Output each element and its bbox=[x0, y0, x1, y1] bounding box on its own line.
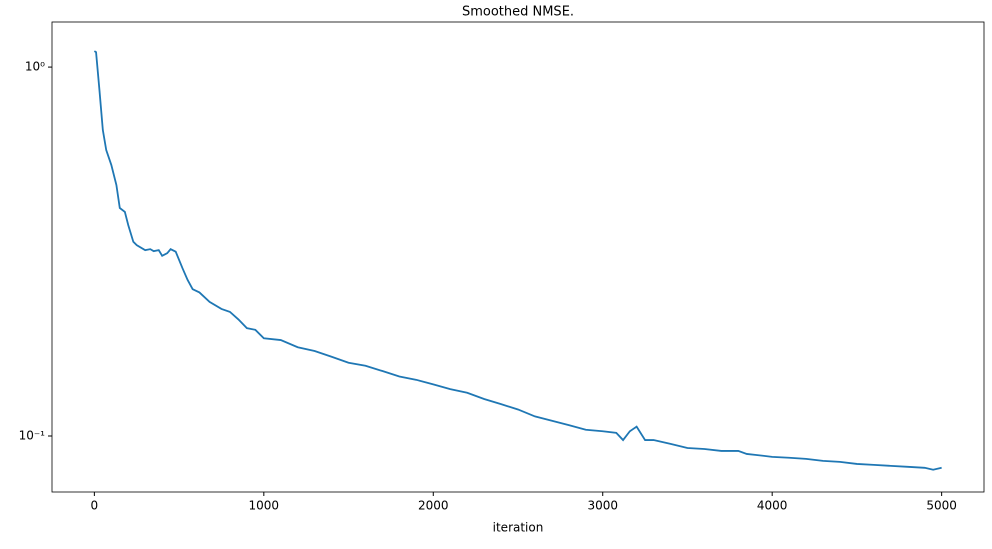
y-tick-label: 10⁰ bbox=[25, 60, 45, 74]
chart-title: Smoothed NMSE. bbox=[462, 5, 574, 20]
y-tick-label: 10⁻¹ bbox=[19, 428, 46, 442]
line-series bbox=[93, 50, 942, 471]
plot-frame bbox=[51, 21, 985, 493]
x-tick-label: 0 bbox=[91, 499, 99, 513]
x-tick-label: 4000 bbox=[757, 499, 788, 513]
x-axis-label: iteration bbox=[493, 521, 544, 535]
x-tick-label: 3000 bbox=[587, 499, 618, 513]
x-tick-label: 5000 bbox=[926, 499, 957, 513]
x-tick-label: 2000 bbox=[418, 499, 449, 513]
x-tick-label: 1000 bbox=[249, 499, 280, 513]
